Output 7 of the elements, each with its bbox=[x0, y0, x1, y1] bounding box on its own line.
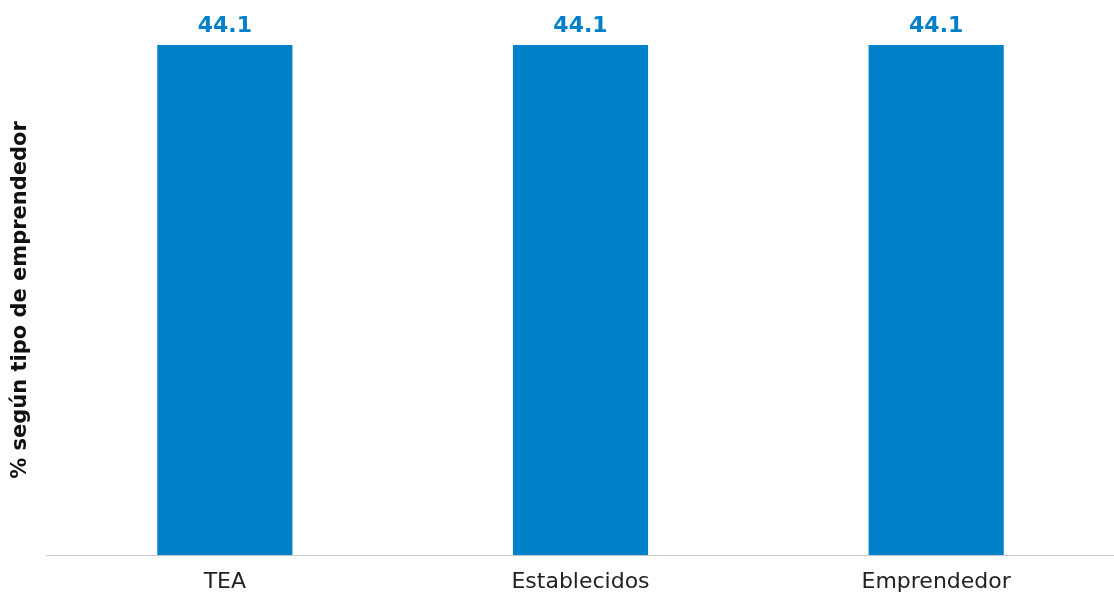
data-label: 44.1 bbox=[553, 11, 608, 37]
y-axis-title: % según tipo de emprendedor bbox=[6, 120, 31, 479]
x-tick-label: Emprendedor bbox=[861, 567, 1012, 593]
x-tick-label: TEA bbox=[202, 567, 247, 593]
data-label: 44.1 bbox=[909, 11, 964, 37]
x-tick-label: Establecidos bbox=[511, 567, 650, 593]
data-label: 44.1 bbox=[197, 11, 252, 37]
